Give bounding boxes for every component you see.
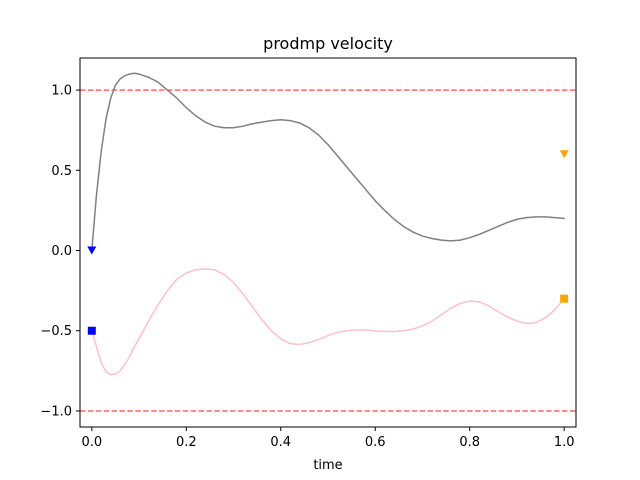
end-marker-dim-2 — [560, 294, 569, 303]
velocity-dim-1-line — [91, 72, 565, 252]
x-tick-label: 0.8 — [459, 435, 480, 450]
x-tick-label: 1.0 — [554, 435, 575, 450]
plot-frame — [79, 57, 577, 428]
y-tick-label: 0.0 — [51, 244, 72, 259]
velocity-dim-2-line — [91, 268, 565, 376]
axis-ticks: 0.0 0.2 0.4 0.6 0.8 1.0 −1.0 −0.5 0.0 0.5 1.0 — [40, 84, 574, 450]
x-tick-label: 0.2 — [176, 435, 197, 450]
x-tick-label: 0.0 — [81, 435, 102, 450]
y-tick-label: 1.0 — [51, 84, 72, 99]
y-tick-label: −1.0 — [40, 404, 72, 419]
start-marker-dim-2 — [87, 326, 96, 335]
end-marker-dim-1 — [559, 150, 569, 159]
x-axis-label: time — [313, 458, 342, 473]
y-tick-label: 0.5 — [51, 164, 72, 179]
start-marker-dim-1 — [87, 246, 97, 255]
chart-title: prodmp velocity — [263, 34, 393, 53]
plot-area — [80, 72, 576, 412]
x-tick-label: 0.6 — [365, 435, 386, 450]
x-tick-label: 0.4 — [270, 435, 291, 450]
y-tick-label: −0.5 — [40, 324, 72, 339]
